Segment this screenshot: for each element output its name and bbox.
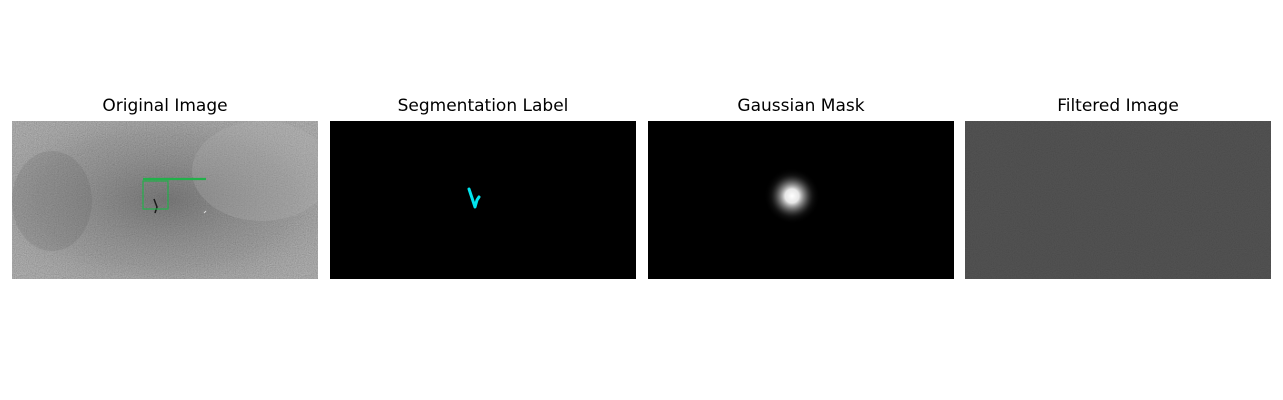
original-image — [12, 121, 318, 279]
segmentation-label-image — [330, 121, 636, 279]
segmentation-region — [467, 187, 481, 209]
gaussian-mask-title: Gaussian Mask — [737, 96, 865, 116]
gaussian-mask-image — [648, 121, 954, 279]
original-image-title: Original Image — [102, 96, 228, 116]
segmentation-label-title: Segmentation Label — [397, 96, 569, 116]
bounding-box — [142, 180, 169, 210]
defect-mark — [153, 198, 158, 214]
filtered-image — [965, 121, 1271, 279]
gaussian-blob — [764, 168, 820, 224]
filtered-image-title: Filtered Image — [1057, 96, 1179, 116]
